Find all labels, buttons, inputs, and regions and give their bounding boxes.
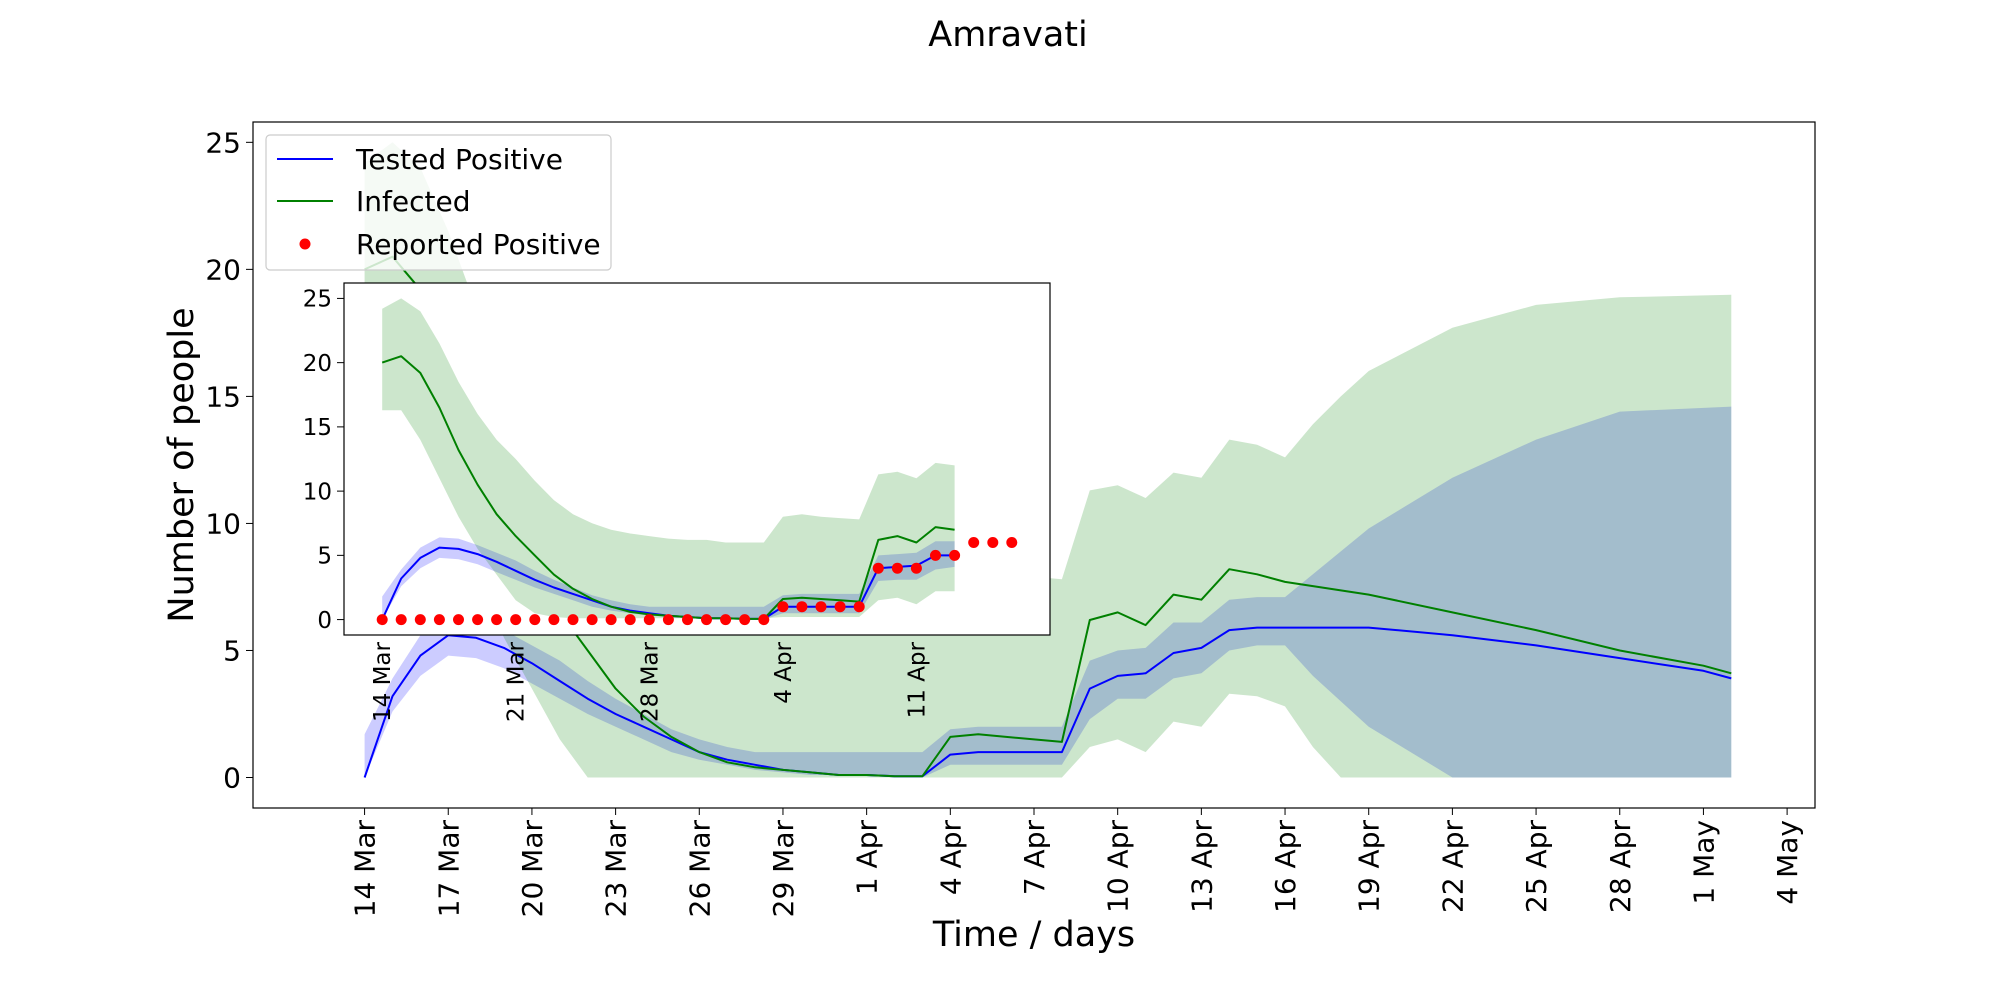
- main-y-ticks: 0 5 10 15 20 25: [205, 126, 253, 795]
- inset-reported-positive-point: [682, 614, 693, 626]
- inset-reported-positive-point: [510, 614, 522, 626]
- y-axis-label: Number of people: [162, 307, 202, 622]
- inset-reported-positive-point: [949, 549, 961, 561]
- inset-y-tick-label: 10: [303, 479, 332, 505]
- inset-reported-positive-point: [376, 614, 388, 626]
- inset-reported-positive-point: [777, 601, 789, 613]
- main-x-tick-label: 1 Apr: [851, 820, 884, 896]
- main-y-tick-label: 0: [223, 762, 241, 795]
- inset-reported-positive-point: [472, 614, 484, 626]
- main-x-tick-label: 28 Apr: [1604, 820, 1637, 913]
- inset-reported-positive-point: [548, 614, 560, 626]
- inset-x-tick-label: 28 Mar: [637, 641, 663, 722]
- inset-y-tick-label: 20: [303, 351, 332, 377]
- inset-reported-positive-point: [910, 562, 922, 574]
- inset-y-tick-label: 15: [303, 415, 332, 441]
- legend-reported-positive-label: Reported Positive: [356, 228, 601, 261]
- inset-background: [344, 283, 1050, 635]
- main-x-tick-label: 20 Mar: [516, 820, 549, 918]
- inset-reported-positive-point: [624, 614, 636, 626]
- inset-reported-positive-point: [701, 614, 712, 626]
- main-x-tick-label: 13 Apr: [1185, 820, 1218, 913]
- inset-x-tick-label: 14 Mar: [370, 641, 396, 722]
- inset-reported-positive-point: [395, 614, 407, 626]
- inset-reported-positive-point: [891, 562, 903, 574]
- main-tested-positive-band: [364, 406, 1732, 778]
- legend: Tested Positive Infected Reported Positi…: [265, 134, 612, 271]
- inset-reported-positive-point: [453, 614, 464, 626]
- inset-reported-positive-point: [815, 601, 827, 613]
- x-axis-label: Time / days: [932, 915, 1135, 955]
- inset-reported-positive-point: [796, 601, 808, 613]
- inset-reported-positive-point: [491, 614, 503, 626]
- inset-reported-positive-point: [605, 614, 617, 626]
- main-x-tick-label: 23 Mar: [600, 820, 633, 918]
- legend-box: [265, 134, 612, 271]
- inset-x-tick-label: 11 Apr: [904, 641, 930, 718]
- inset-reported-positive-point: [834, 601, 846, 613]
- inset-reported-positive-point: [529, 614, 541, 626]
- inset-x-ticks: 14 Mar 21 Mar 28 Mar 4 Apr 11 Apr: [370, 641, 930, 722]
- inset-y-ticks: 0 5 10 15 20 25: [303, 287, 344, 634]
- main-x-tick-label: 4 Apr: [934, 820, 967, 896]
- main-x-tick-label: 17 Mar: [432, 820, 465, 918]
- main-y-tick-label: 10: [205, 508, 241, 541]
- legend-tested-positive-label: Tested Positive: [355, 143, 563, 176]
- inset-reported-positive-point: [567, 614, 579, 626]
- inset-x-tick-label: 4 Apr: [771, 641, 797, 703]
- inset-reported-positive-point: [720, 614, 732, 626]
- main-y-tick-label: 20: [205, 253, 241, 286]
- inset-reported-positive-point: [987, 537, 999, 548]
- inset-reported-dots: [376, 537, 1018, 626]
- inset-infected-band: [382, 298, 955, 619]
- inset-y-tick-label: 25: [303, 287, 332, 313]
- main-x-tick-label: 10 Apr: [1102, 820, 1135, 913]
- main-x-tick-label: 16 Apr: [1269, 820, 1302, 913]
- inset-axes: 14 Mar 21 Mar 28 Mar 4 Apr 11 Apr 0 5 10 15 20 25: [303, 282, 1051, 722]
- main-y-tick-label: 25: [205, 126, 241, 159]
- chart-title: Amravati: [928, 15, 1087, 55]
- inset-y-tick-label: 5: [317, 544, 332, 570]
- inset-reported-positive-point: [968, 537, 980, 548]
- main-x-tick-label: 25 Apr: [1520, 820, 1553, 913]
- main-y-tick-label: 15: [205, 380, 241, 413]
- inset-plot-frame: [343, 282, 1051, 636]
- main-x-tick-label: 26 Mar: [683, 820, 716, 918]
- inset-reported-positive-point: [872, 562, 884, 574]
- main-y-tick-label: 5: [223, 635, 241, 668]
- main-x-tick-label: 1 May: [1687, 820, 1720, 905]
- inset-reported-positive-point: [643, 614, 655, 626]
- inset-reported-positive-point: [930, 549, 941, 561]
- inset-reported-positive-point: [586, 614, 598, 626]
- inset-reported-positive-point: [739, 614, 751, 626]
- inset-reported-positive-point: [853, 601, 865, 613]
- legend-infected-label: Infected: [356, 185, 470, 218]
- main-x-tick-label: 22 Apr: [1436, 820, 1469, 913]
- inset-reported-positive-point: [433, 614, 445, 626]
- legend-reported-positive-marker: [299, 238, 311, 250]
- inset-y-tick-label: 0: [317, 608, 332, 634]
- main-x-ticks: 14 Mar 17 Mar 20 Mar 23 Mar 26 Mar 29 Mar 1 Ap…: [349, 808, 1804, 918]
- inset-reported-positive-point: [662, 614, 674, 626]
- main-x-tick-label: 14 Mar: [349, 820, 382, 918]
- main-x-tick-label: 7 Apr: [1018, 820, 1051, 896]
- main-x-tick-label: 4 May: [1771, 820, 1804, 905]
- inset-reported-positive-point: [414, 614, 426, 626]
- inset-reported-positive-point: [1006, 537, 1018, 548]
- inset-reported-positive-point: [758, 614, 770, 626]
- main-x-tick-label: 29 Mar: [767, 820, 800, 918]
- main-x-tick-label: 19 Apr: [1353, 820, 1386, 913]
- inset-x-tick-label: 21 Mar: [504, 641, 530, 722]
